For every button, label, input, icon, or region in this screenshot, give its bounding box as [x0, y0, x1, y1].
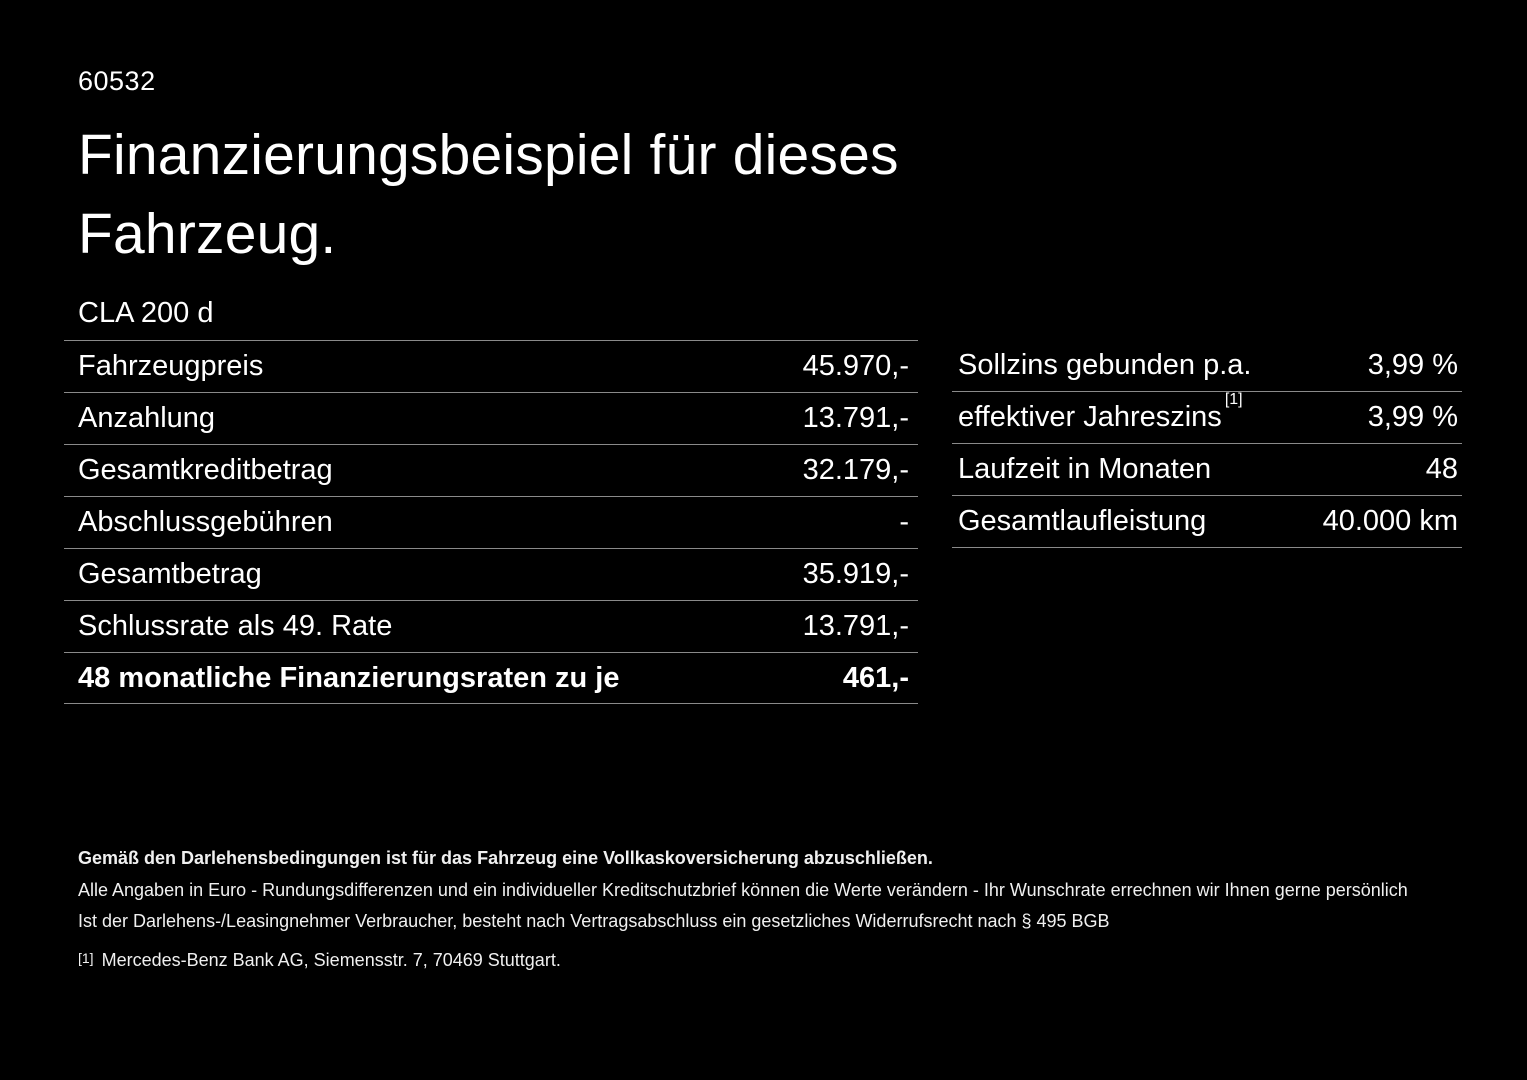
table-row-abschlussgebuehren: Abschlussgebühren -: [64, 496, 918, 548]
row-value: 40.000 km: [1322, 505, 1458, 537]
table-row-anzahlung: Anzahlung 13.791,-: [64, 392, 918, 444]
row-value: 45.970,-: [802, 350, 909, 382]
row-label: 48 monatliche Finanzierungsraten zu je: [78, 661, 620, 694]
row-label: Gesamtbetrag: [78, 558, 262, 590]
footnote-text: Mercedes-Benz Bank AG, Siemensstr. 7, 70…: [101, 950, 561, 970]
legal-footer: Gemäß den Darlehensbedingungen ist für d…: [78, 848, 1408, 971]
footnote-marker: [1]: [1224, 391, 1243, 409]
row-value: 3,99 %: [1367, 349, 1458, 381]
table-row-fahrzeugpreis: Fahrzeugpreis 45.970,-: [64, 340, 918, 392]
row-value: 13.791,-: [802, 402, 909, 434]
row-label: Gesamtlaufleistung: [958, 505, 1207, 537]
table-row-sollzins: Sollzins gebunden p.a. 3,99 %: [952, 340, 1462, 392]
table-row-gesamtkreditbetrag: Gesamtkreditbetrag 32.179,-: [64, 444, 918, 496]
doc-number: 60532: [78, 66, 156, 96]
row-value: 32.179,-: [802, 454, 909, 486]
table-row-monatsrate: 48 monatliche Finanzierungsraten zu je 4…: [64, 652, 918, 704]
row-label: Schlussrate als 49. Rate: [78, 610, 393, 642]
row-label: Gesamtkreditbetrag: [78, 454, 333, 486]
footnote-marker: [1]: [78, 950, 94, 966]
financing-table-right: Sollzins gebunden p.a. 3,99 % effektiver…: [952, 340, 1462, 548]
row-label: Abschlussgebühren: [78, 506, 333, 538]
row-label: Laufzeit in Monaten: [958, 453, 1212, 485]
vehicle-model: CLA 200 d: [78, 297, 214, 329]
row-label: Sollzins gebunden p.a.: [958, 349, 1252, 381]
financing-table-left: Fahrzeugpreis 45.970,- Anzahlung 13.791,…: [64, 340, 918, 704]
row-label-text: effektiver Jahreszins: [958, 401, 1222, 433]
row-value: -: [899, 506, 909, 538]
row-value: 3,99 %: [1367, 401, 1458, 433]
row-value: 35.919,-: [802, 558, 909, 590]
row-label: Anzahlung: [78, 402, 216, 434]
bank-footnote: [1] Mercedes-Benz Bank AG, Siemensstr. 7,…: [78, 950, 1408, 971]
table-row-schlussrate: Schlussrate als 49. Rate 13.791,-: [64, 600, 918, 652]
euro-note: Alle Angaben in Euro - Rundungsdifferenz…: [78, 880, 1408, 900]
row-label: Fahrzeugpreis: [78, 350, 264, 382]
table-row-gesamtlaufleistung: Gesamtlaufleistung 40.000 km: [952, 496, 1462, 548]
table-row-gesamtbetrag: Gesamtbetrag 35.919,-: [64, 548, 918, 600]
row-value: 13.791,-: [802, 610, 909, 642]
page-title: Finanzierungsbeispiel für dieses Fahrzeu…: [78, 123, 899, 266]
row-value: 461,-: [842, 661, 909, 694]
row-label: effektiver Jahreszins[1]: [952, 391, 1243, 434]
row-value: 48: [1425, 453, 1458, 485]
table-row-effektiver-jahreszins: effektiver Jahreszins[1] 3,99 %: [952, 391, 1462, 444]
insurance-note: Gemäß den Darlehensbedingungen ist für d…: [78, 848, 933, 868]
withdrawal-note: Ist der Darlehens-/Leasingnehmer Verbrau…: [78, 911, 1110, 931]
table-row-laufzeit: Laufzeit in Monaten 48: [952, 444, 1462, 496]
